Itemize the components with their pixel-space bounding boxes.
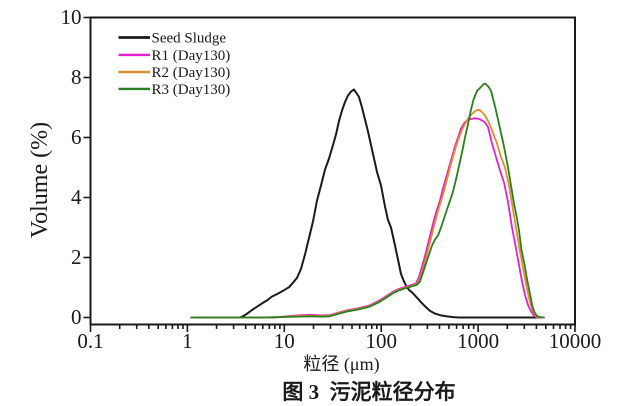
svg-text:Volume (%): Volume (%)	[27, 122, 53, 238]
svg-text:1000: 1000	[457, 329, 499, 353]
svg-text:图 3 污泥粒径分布: 图 3 污泥粒径分布	[282, 380, 455, 404]
svg-text:1: 1	[182, 329, 193, 353]
svg-text:10: 10	[61, 5, 82, 29]
svg-text:100: 100	[365, 329, 397, 353]
svg-text:粒径 (μm): 粒径 (μm)	[303, 354, 379, 375]
svg-text:R1 (Day130): R1 (Day130)	[152, 48, 231, 64]
svg-text:R2 (Day130): R2 (Day130)	[152, 65, 231, 81]
svg-text:4: 4	[71, 185, 82, 209]
svg-text:Seed Sludge: Seed Sludge	[152, 31, 227, 47]
svg-text:2: 2	[71, 245, 82, 269]
svg-text:6: 6	[71, 125, 82, 149]
svg-text:R3 (Day130): R3 (Day130)	[152, 82, 231, 98]
svg-text:10000: 10000	[549, 329, 602, 353]
svg-text:10: 10	[274, 329, 295, 353]
svg-text:0.1: 0.1	[77, 329, 103, 353]
svg-text:0: 0	[71, 305, 82, 329]
svg-text:8: 8	[71, 65, 82, 89]
